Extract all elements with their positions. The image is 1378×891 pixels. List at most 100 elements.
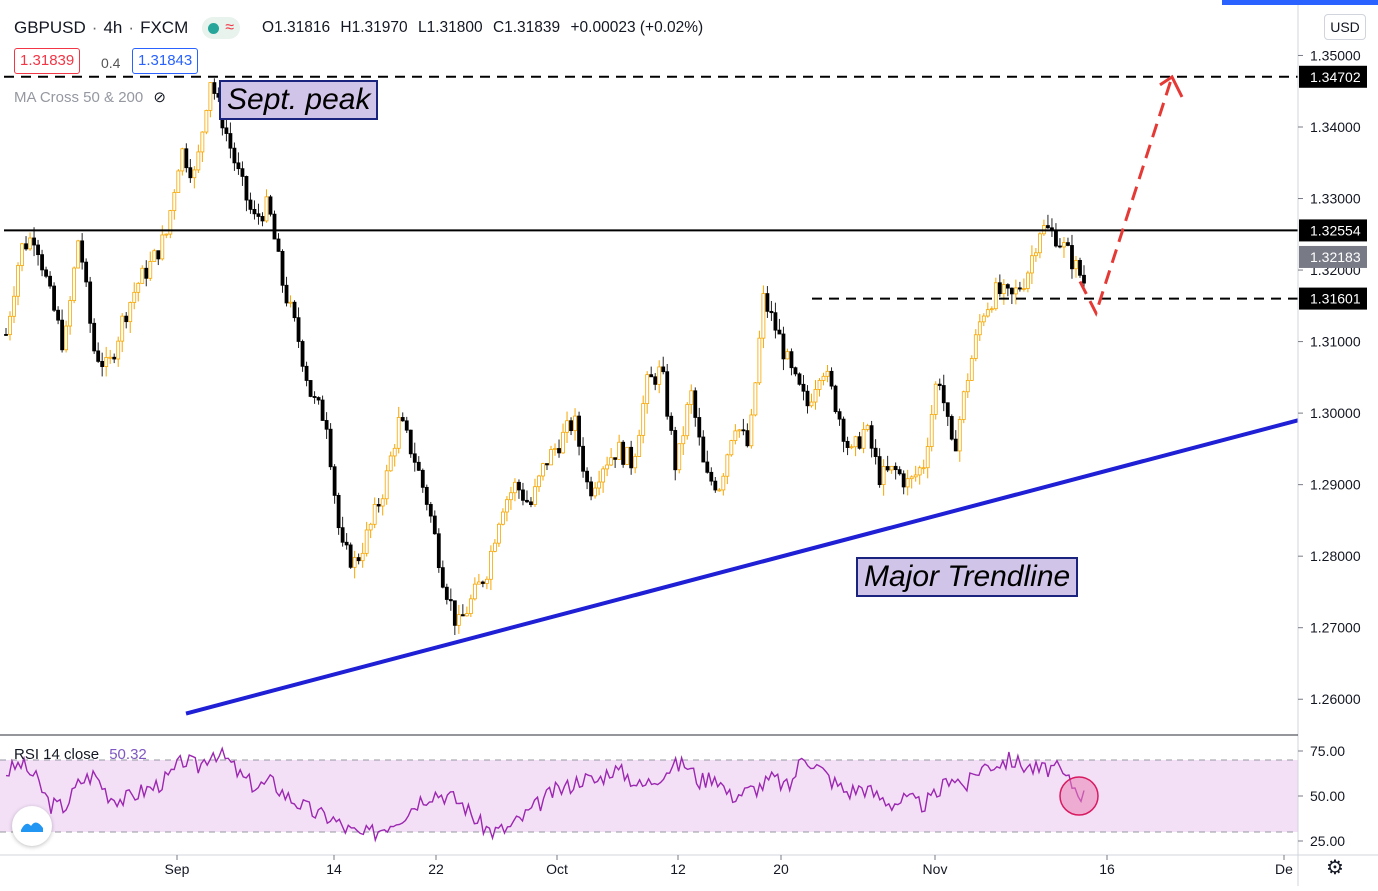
candle-body (440, 567, 445, 588)
top-accent-strip (1222, 0, 1378, 5)
wave-icon[interactable]: ≈ (225, 19, 235, 36)
candle-body (448, 599, 453, 602)
candle-body (645, 374, 650, 405)
symbol-label[interactable]: GBPUSD (14, 18, 86, 37)
candle-body (549, 449, 553, 466)
candle-body (304, 365, 309, 381)
candle-body (320, 399, 325, 421)
price-tick-label: 1.27000 (1310, 620, 1361, 636)
candle-body (577, 415, 581, 447)
candle-body (476, 581, 481, 585)
ma-indicator-label[interactable]: MA Cross 50 & 200 ⊘ (14, 88, 166, 106)
candle-body (152, 250, 157, 262)
candle-body (717, 489, 722, 492)
currency-button[interactable]: USD (1324, 14, 1366, 40)
candle-body (1025, 272, 1030, 289)
candle-body (673, 430, 678, 471)
candle-body (905, 478, 910, 488)
price-tick-label: 1.34000 (1310, 119, 1361, 135)
candle-body (753, 382, 758, 416)
candle-body (352, 557, 357, 568)
sept-peak-annotation[interactable]: Sept. peak (219, 80, 379, 120)
candle-body (761, 293, 766, 339)
candle-body (412, 453, 417, 463)
close-value: C1.31839 (492, 19, 561, 36)
candle-body (1021, 288, 1026, 290)
candle-body (693, 390, 698, 418)
candle-body (601, 468, 606, 483)
projection-path[interactable] (1078, 76, 1174, 317)
candle-body (893, 465, 898, 471)
candle-body (821, 375, 826, 381)
sell-price-button[interactable]: 1.31839 (14, 48, 81, 74)
rsi-line (5, 746, 1085, 843)
legend-toggle[interactable]: ≈ (202, 17, 241, 39)
candle-body (597, 481, 602, 489)
candle-body (396, 417, 401, 449)
candle-body (993, 282, 998, 310)
candle-body (785, 351, 790, 360)
candle-body (52, 285, 56, 311)
candle-body (8, 315, 12, 336)
candle-body (124, 315, 129, 323)
candle-body (344, 541, 349, 546)
legend-separator: · (128, 18, 135, 37)
candle-body (721, 475, 726, 491)
rsi-tick-label: 50.00 (1310, 788, 1345, 804)
candle-body (529, 501, 533, 505)
candle-body (172, 192, 177, 212)
tradingview-logo-icon[interactable] (12, 806, 52, 846)
interval-label[interactable]: 4h (103, 18, 123, 37)
candle-body (300, 341, 305, 367)
candle-body (36, 244, 40, 256)
eye-hidden-icon[interactable]: ⊘ (153, 89, 166, 106)
price-tick-label: 1.29000 (1310, 477, 1361, 493)
projection-arrowhead (1159, 74, 1184, 98)
candle-body (272, 213, 277, 240)
rsi-legend: RSI 14 close 50.32 (14, 746, 147, 763)
candle-body (585, 470, 589, 483)
candle-body (1038, 233, 1042, 254)
major-trendline[interactable] (185, 418, 1299, 716)
candle-body (252, 208, 257, 215)
candle-body (609, 457, 614, 466)
candle-body (813, 389, 818, 403)
candle-body (973, 334, 978, 359)
gear-icon[interactable]: ⚙ (1326, 857, 1344, 879)
major-trendline-annotation[interactable]: Major Trendline (856, 557, 1079, 597)
candle-body (332, 466, 337, 496)
candle-body (128, 302, 133, 323)
candle-body (96, 350, 101, 362)
candle-body (989, 308, 994, 311)
candle-body (829, 370, 834, 387)
buy-price-button[interactable]: 1.31843 (132, 48, 199, 74)
candle-body (665, 371, 670, 417)
candle-body (432, 515, 437, 535)
candle-body (957, 419, 962, 452)
price-tick-label: 1.33000 (1310, 191, 1361, 207)
high-value: H1.31970 (340, 19, 408, 36)
rsi-name[interactable]: RSI 14 close (14, 746, 100, 763)
candle-body (360, 552, 365, 562)
candle-body (873, 447, 878, 457)
candle-body (1070, 245, 1074, 270)
candle-body (793, 367, 798, 375)
candle-body (861, 429, 866, 449)
candle-body (565, 420, 569, 433)
eye-icon[interactable] (208, 22, 220, 34)
candle-body (100, 361, 105, 367)
candle-body (909, 476, 914, 480)
candle-body (188, 167, 193, 179)
change-value: +0.00023 (+0.02%) (570, 19, 704, 36)
time-tick-label: Oct (546, 861, 568, 877)
symbol-legend: GBPUSD · 4h · FXCM ≈ O1.31816 H1.31970 L… (14, 14, 709, 42)
rsi-highlight-circle[interactable] (1059, 776, 1099, 816)
low-value: L1.31800 (417, 19, 483, 36)
candle-body (160, 234, 165, 260)
candle-body (176, 170, 181, 193)
candle-body (428, 504, 433, 517)
candle-body (48, 275, 52, 287)
candle-body (709, 471, 714, 482)
